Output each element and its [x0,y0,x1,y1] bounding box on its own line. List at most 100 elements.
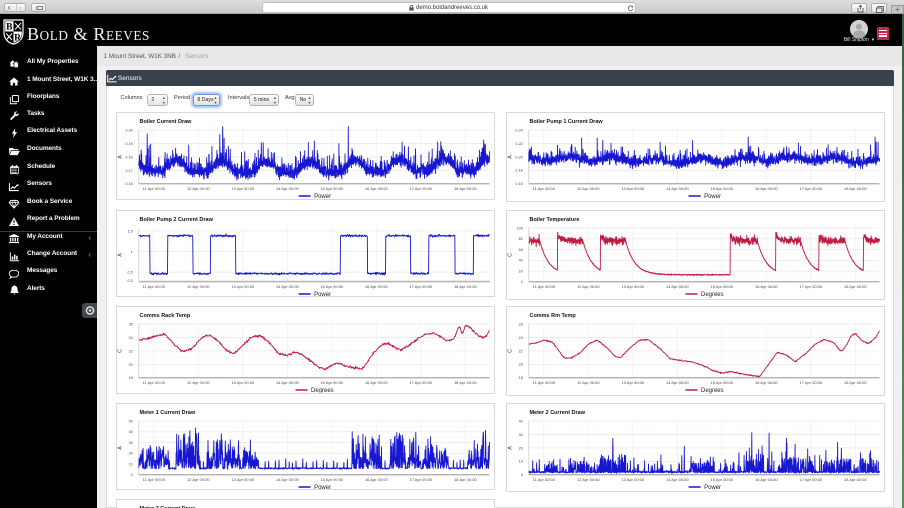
svg-text:11 Apr 00:00: 11 Apr 00:00 [533,380,556,385]
svg-text:14 Apr 00:00: 14 Apr 00:00 [666,380,689,385]
svg-text:13 Apr 00:00: 13 Apr 00:00 [622,284,645,289]
svg-text:13 Apr 00:00: 13 Apr 00:00 [231,476,254,481]
svg-text:12 Apr 00:00: 12 Apr 00:00 [577,284,600,289]
svg-text:11 Apr 00:00: 11 Apr 00:00 [533,476,556,481]
svg-text:16 Apr 00:00: 16 Apr 00:00 [755,284,778,289]
svg-text:15 Apr 00:00: 15 Apr 00:00 [711,476,734,481]
svg-text:14 Apr 00:00: 14 Apr 00:00 [276,284,299,289]
svg-text:11 Apr 00:00: 11 Apr 00:00 [143,186,166,191]
svg-text:20: 20 [519,363,523,367]
svg-text:A: A [118,445,124,449]
svg-text:15 Apr 00:00: 15 Apr 00:00 [711,380,734,385]
svg-text:0.18: 0.18 [516,169,523,173]
svg-text:26: 26 [129,322,133,326]
svg-text:Degrees: Degrees [311,388,334,393]
svg-text:11 Apr 00:00: 11 Apr 00:00 [143,380,166,385]
svg-text:18 Apr 00:00: 18 Apr 00:00 [844,284,867,289]
svg-text:40: 40 [129,430,133,434]
svg-text:30: 30 [519,432,523,436]
svg-text:24: 24 [129,336,133,340]
svg-text:18 Apr 00:00: 18 Apr 00:00 [454,380,477,385]
svg-text:Degrees: Degrees [701,292,724,298]
svg-text:16 Apr 00:00: 16 Apr 00:00 [755,476,778,481]
svg-text:13 Apr 00:00: 13 Apr 00:00 [622,380,645,385]
svg-text:15 Apr 00:00: 15 Apr 00:00 [320,284,343,289]
svg-text:0.17: 0.17 [125,169,132,173]
svg-text:17 Apr 00:00: 17 Apr 00:00 [409,380,432,385]
svg-text:C: C [508,349,514,353]
svg-text:18 Apr 00:00: 18 Apr 00:00 [454,476,477,481]
svg-text:60: 60 [519,248,523,252]
svg-text:15 Apr 00:00: 15 Apr 00:00 [320,380,343,385]
svg-text:18 Apr 00:00: 18 Apr 00:00 [454,186,477,191]
svg-text:12 Apr 00:00: 12 Apr 00:00 [187,186,210,191]
svg-text:10: 10 [129,462,133,466]
svg-text:A: A [508,155,514,159]
svg-text:12 Apr 00:00: 12 Apr 00:00 [577,186,600,191]
svg-text:18: 18 [519,376,523,380]
svg-text:0: 0 [131,473,133,477]
svg-text:16 Apr 00:00: 16 Apr 00:00 [365,476,388,481]
svg-text:11 Apr 00:00: 11 Apr 00:00 [533,284,556,289]
svg-text:16 Apr 00:00: 16 Apr 00:00 [755,186,778,191]
svg-text:0: 0 [521,473,523,477]
svg-text:17 Apr 00:00: 17 Apr 00:00 [800,476,823,481]
svg-text:Boiler Temperature: Boiler Temperature [530,217,580,223]
svg-text:Meter 2 Current Draw: Meter 2 Current Draw [530,409,586,415]
svg-text:11 Apr 00:00: 11 Apr 00:00 [143,476,166,481]
svg-text:30: 30 [129,440,133,444]
svg-text:0.3: 0.3 [128,279,133,283]
svg-text:13 Apr 00:00: 13 Apr 00:00 [622,476,645,481]
svg-text:17 Apr 00:00: 17 Apr 00:00 [800,284,823,289]
svg-text:80: 80 [519,237,523,241]
svg-text:Power: Power [704,194,721,200]
svg-text:40: 40 [519,258,523,262]
svg-text:12 Apr 00:00: 12 Apr 00:00 [187,476,210,481]
svg-text:C: C [118,349,124,353]
svg-text:16 Apr 00:00: 16 Apr 00:00 [365,284,388,289]
svg-text:0.5: 0.5 [128,270,133,274]
svg-text:20: 20 [519,446,523,450]
svg-text:16 Apr 00:00: 16 Apr 00:00 [365,186,388,191]
svg-text:0.16: 0.16 [516,182,523,186]
svg-text:C: C [508,253,514,257]
svg-text:Power: Power [314,485,331,490]
svg-text:20: 20 [129,363,133,367]
svg-text:R: R [14,34,21,44]
svg-text:11 Apr 00:00: 11 Apr 00:00 [533,186,556,191]
svg-text:14 Apr 00:00: 14 Apr 00:00 [276,476,299,481]
svg-text:0.18: 0.18 [125,155,132,159]
svg-text:50: 50 [129,419,133,423]
svg-text:13 Apr 00:00: 13 Apr 00:00 [622,186,645,191]
svg-text:A: A [118,253,124,257]
svg-text:18 Apr 00:00: 18 Apr 00:00 [844,476,867,481]
svg-text:Comms Rm Temp: Comms Rm Temp [530,313,577,319]
svg-text:16 Apr 00:00: 16 Apr 00:00 [755,380,778,385]
svg-text:18: 18 [129,376,133,380]
svg-text:14 Apr 00:00: 14 Apr 00:00 [666,284,689,289]
svg-text:13 Apr 00:00: 13 Apr 00:00 [231,284,254,289]
svg-text:11 Apr 00:00: 11 Apr 00:00 [143,284,166,289]
svg-text:12 Apr 00:00: 12 Apr 00:00 [187,284,210,289]
svg-text:24: 24 [519,336,523,340]
svg-text:0.19: 0.19 [125,142,132,146]
svg-text:13 Apr 00:00: 13 Apr 00:00 [231,186,254,191]
svg-text:Boiler Pump 2 Current Draw: Boiler Pump 2 Current Draw [140,217,214,223]
svg-text:20: 20 [129,451,133,455]
svg-text:18 Apr 00:00: 18 Apr 00:00 [454,284,477,289]
svg-text:15 Apr 00:00: 15 Apr 00:00 [320,186,343,191]
svg-text:0.16: 0.16 [125,182,132,186]
svg-text:12 Apr 00:00: 12 Apr 00:00 [577,476,600,481]
svg-text:Power: Power [314,194,331,199]
svg-text:15 Apr 00:00: 15 Apr 00:00 [711,186,734,191]
svg-text:22: 22 [129,349,133,353]
svg-text:12 Apr 00:00: 12 Apr 00:00 [187,380,210,385]
svg-text:17 Apr 00:00: 17 Apr 00:00 [409,186,432,191]
svg-text:0.22: 0.22 [516,142,523,146]
svg-text:1: 1 [131,250,133,254]
svg-text:Power: Power [314,292,331,297]
svg-text:14 Apr 00:00: 14 Apr 00:00 [276,186,299,191]
svg-text:17 Apr 00:00: 17 Apr 00:00 [800,186,823,191]
svg-text:16 Apr 00:00: 16 Apr 00:00 [365,380,388,385]
svg-text:18 Apr 00:00: 18 Apr 00:00 [844,186,867,191]
